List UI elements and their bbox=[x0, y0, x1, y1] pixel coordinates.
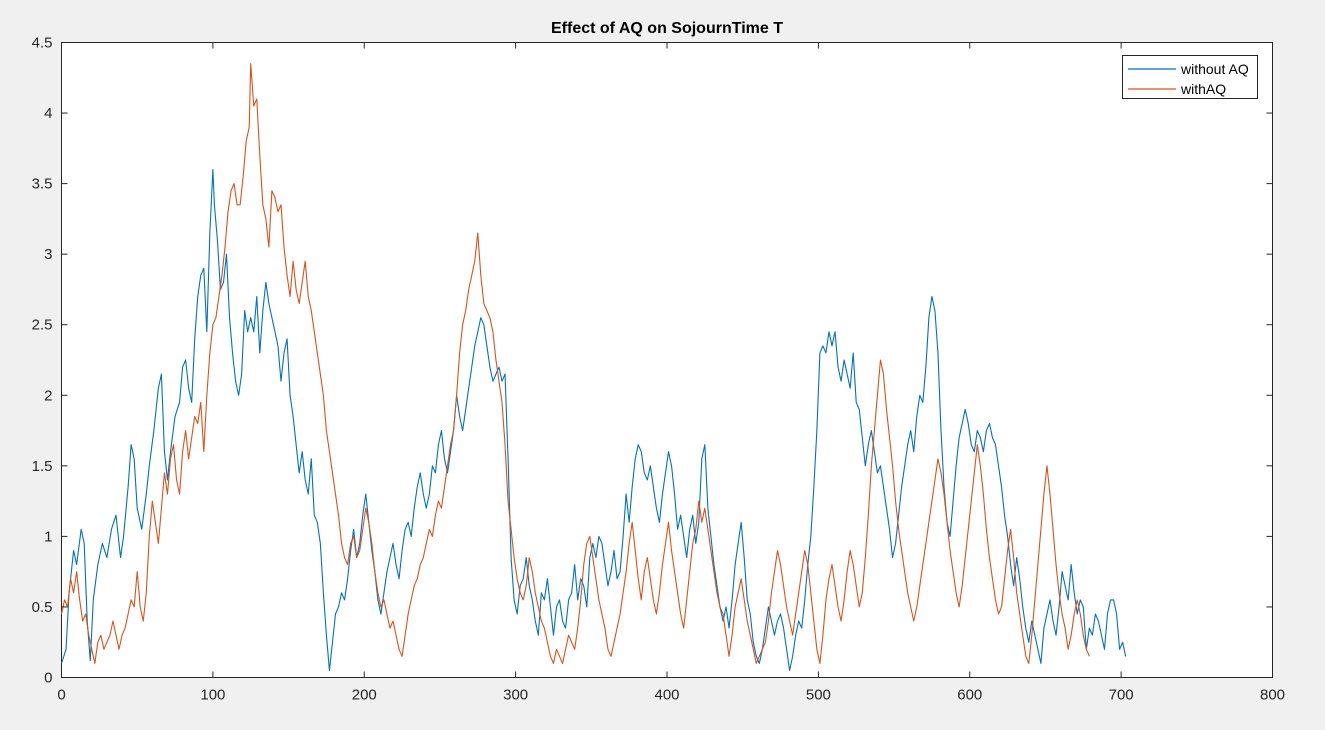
y-tick-label: 4.5 bbox=[32, 35, 53, 52]
x-tick-label: 400 bbox=[654, 687, 679, 704]
y-tick-label: 1 bbox=[44, 528, 52, 545]
chart-title: Effect of AQ on SojournTime T bbox=[551, 20, 783, 37]
legend-label-without-aq: without AQ bbox=[1180, 61, 1249, 77]
x-tick-label: 800 bbox=[1260, 687, 1285, 704]
y-tick-label: 2.5 bbox=[32, 317, 53, 334]
series-layer bbox=[60, 63, 1127, 671]
legend-box bbox=[1122, 55, 1258, 99]
y-tick-label: 1.5 bbox=[32, 458, 53, 475]
x-tick-label: 500 bbox=[806, 687, 831, 704]
x-tick-label: 0 bbox=[57, 687, 65, 704]
series-line-withaq bbox=[60, 63, 1090, 664]
y-tick-label: 0 bbox=[44, 670, 52, 687]
x-tick-label: 600 bbox=[957, 687, 982, 704]
axes-layer: 0 100 200 300 400 500 600 700 800 0 0.5 1 1.5 2 2.5 3 3.… bbox=[32, 35, 1285, 704]
x-tick-label: 300 bbox=[503, 687, 528, 704]
y-tick-label: 2 bbox=[44, 387, 52, 404]
plot-area bbox=[61, 42, 1273, 678]
y-tick-label: 0.5 bbox=[32, 599, 53, 616]
legend: without AQ withAQ bbox=[1122, 55, 1258, 99]
legend-label-with-aq: withAQ bbox=[1180, 81, 1226, 97]
x-tick-label: 200 bbox=[352, 687, 377, 704]
x-tick-label: 100 bbox=[200, 687, 225, 704]
y-tick-label: 4 bbox=[44, 105, 52, 122]
series-line-without-aq bbox=[60, 168, 1127, 671]
y-tick-label: 3 bbox=[44, 246, 52, 263]
y-tick-label: 3.5 bbox=[32, 176, 53, 193]
x-tick-label: 700 bbox=[1109, 687, 1134, 704]
